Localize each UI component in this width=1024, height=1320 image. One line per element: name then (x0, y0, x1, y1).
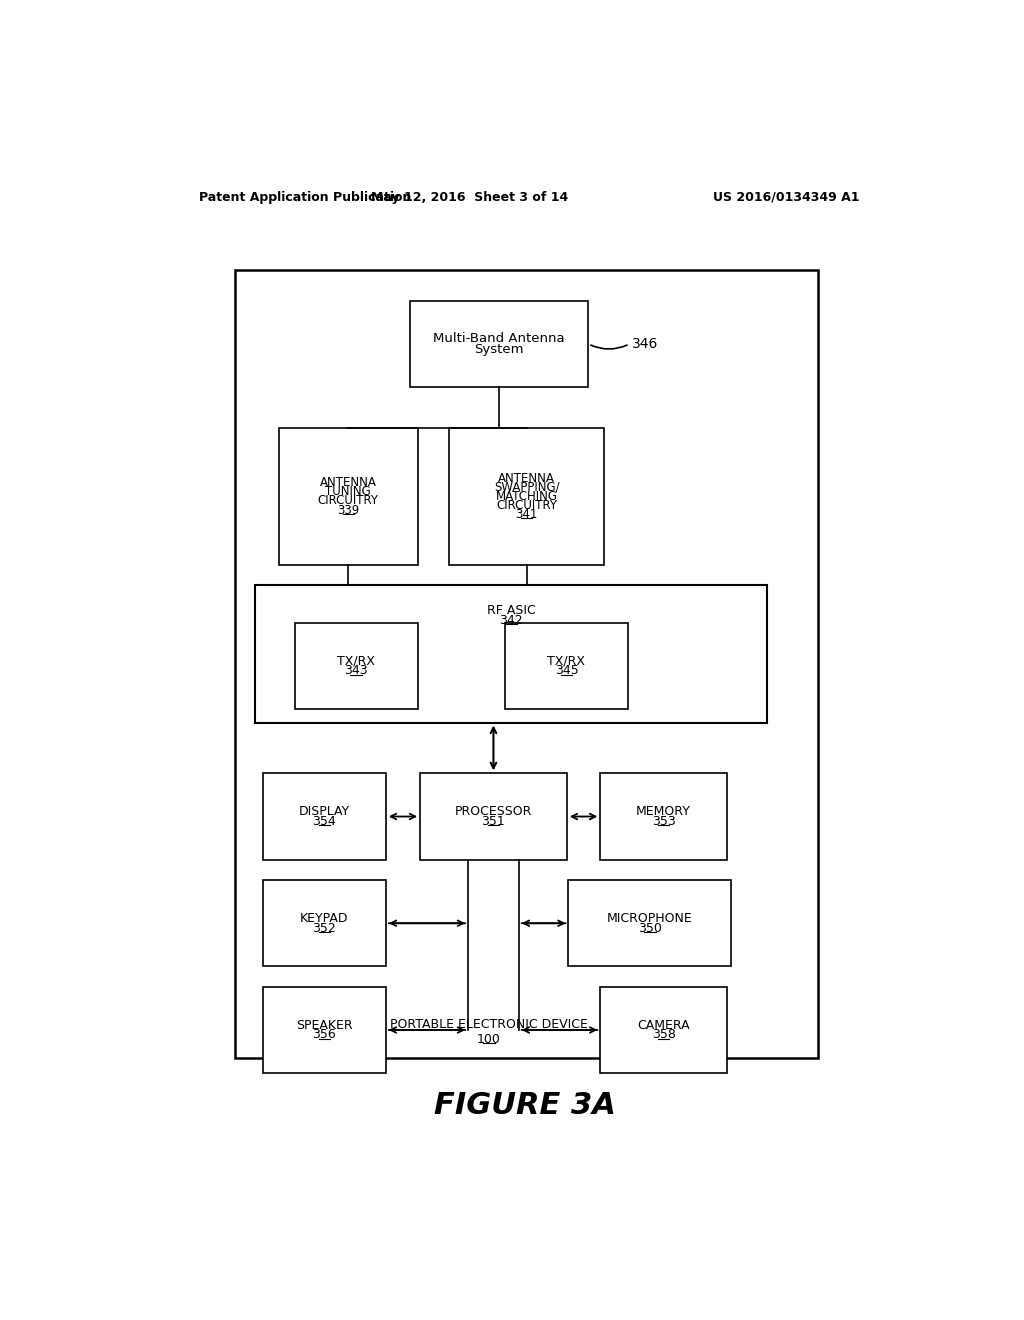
Text: CIRCUITRY: CIRCUITRY (317, 495, 379, 507)
Text: 358: 358 (651, 1028, 676, 1041)
Text: 341: 341 (516, 508, 538, 521)
Text: ANTENNA: ANTENNA (499, 471, 555, 484)
Text: 100: 100 (477, 1034, 501, 1047)
Bar (236, 271, 818, 1057)
Text: 345: 345 (555, 664, 579, 677)
Text: Patent Application Publication: Patent Application Publication (200, 190, 412, 203)
Text: TUNING: TUNING (326, 486, 371, 498)
Text: 339: 339 (337, 504, 359, 516)
Text: CAMERA: CAMERA (637, 1019, 690, 1032)
Text: SWAPPING/: SWAPPING/ (494, 480, 559, 494)
Text: ANTENNA: ANTENNA (319, 477, 377, 490)
Bar (263, 987, 386, 1073)
Text: 351: 351 (481, 814, 505, 828)
Text: DISPLAY: DISPLAY (299, 805, 350, 818)
Text: SPEAKER: SPEAKER (296, 1019, 352, 1032)
Bar (279, 428, 418, 565)
Text: RF ASIC: RF ASIC (486, 605, 536, 618)
Bar (255, 585, 767, 722)
Bar (263, 880, 386, 966)
Text: PORTABLE ELECTRONIC DEVICE: PORTABLE ELECTRONIC DEVICE (390, 1018, 588, 1031)
Text: FIGURE 3A: FIGURE 3A (434, 1092, 615, 1121)
Text: TX/RX: TX/RX (548, 655, 586, 668)
Bar (568, 880, 731, 966)
Bar (600, 987, 727, 1073)
Bar (295, 623, 418, 709)
Text: MATCHING: MATCHING (496, 490, 558, 503)
Text: System: System (474, 342, 523, 355)
Bar (420, 774, 567, 859)
Bar (505, 623, 628, 709)
Bar (600, 774, 727, 859)
Text: 342: 342 (499, 614, 522, 627)
Text: 350: 350 (638, 921, 662, 935)
Text: 353: 353 (652, 814, 676, 828)
Text: 343: 343 (344, 664, 368, 677)
Text: TX/RX: TX/RX (337, 655, 375, 668)
Text: 352: 352 (312, 921, 336, 935)
Text: May 12, 2016  Sheet 3 of 14: May 12, 2016 Sheet 3 of 14 (371, 190, 568, 203)
Text: KEYPAD: KEYPAD (300, 912, 348, 925)
Bar (263, 774, 386, 859)
Text: PROCESSOR: PROCESSOR (455, 805, 532, 818)
Text: MICROPHONE: MICROPHONE (607, 912, 692, 925)
Text: US 2016/0134349 A1: US 2016/0134349 A1 (714, 190, 860, 203)
Bar (410, 301, 588, 387)
Text: 346: 346 (632, 337, 658, 351)
Text: 356: 356 (312, 1028, 336, 1041)
Bar (450, 428, 604, 565)
Text: 354: 354 (312, 814, 336, 828)
Text: CIRCUITRY: CIRCUITRY (497, 499, 557, 512)
Text: Multi-Band Antenna: Multi-Band Antenna (433, 333, 565, 346)
Text: MEMORY: MEMORY (636, 805, 691, 818)
